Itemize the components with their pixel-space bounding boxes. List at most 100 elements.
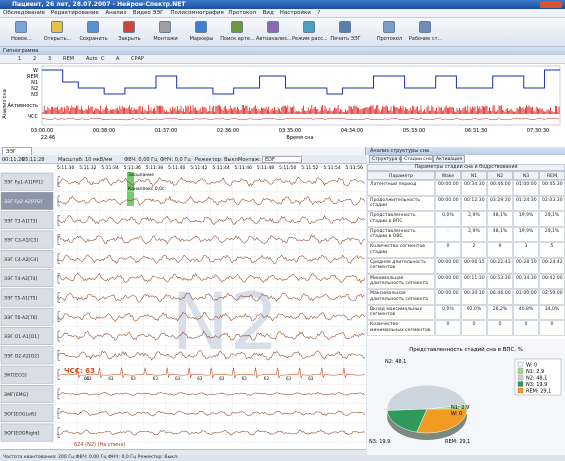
table-cell: 00:11:30 xyxy=(461,273,487,290)
table-cell: Представленность стадии в ОВС xyxy=(367,226,435,243)
table-cell: 2,9% xyxy=(461,211,487,227)
beat-label: 63 xyxy=(131,376,137,381)
tool-button[interactable]: 3 xyxy=(48,56,52,62)
menu-item[interactable]: Анализ xyxy=(105,10,127,16)
time-label: 5:11:48 xyxy=(257,165,274,171)
tab[interactable]: Стадии сна xyxy=(401,155,433,163)
pie-slice xyxy=(386,384,467,411)
channel-label-box xyxy=(0,211,54,230)
eeg-trace xyxy=(57,429,365,436)
tool-button[interactable]: 1 xyxy=(18,56,22,62)
beat-label: 63 xyxy=(175,376,181,381)
toolbar-button[interactable]: Поиск арте... xyxy=(220,19,255,45)
toolbar-field[interactable]: EDF xyxy=(262,156,302,163)
table-cell: 01:24:30 xyxy=(513,195,539,212)
time-label: 5:11:42 xyxy=(190,165,207,171)
legend-label: N3: 19,9 xyxy=(526,382,547,388)
tab[interactable]: Структура сна xyxy=(369,155,407,163)
table-cell: 00:12:30 xyxy=(461,195,487,212)
channel-label-box xyxy=(0,365,54,384)
time-label: 5:11:54 xyxy=(323,165,340,171)
toolbar-button[interactable]: Режим расс... xyxy=(292,19,327,45)
time-label: 5:11:52 xyxy=(301,165,318,171)
menu-item[interactable]: Редактирование xyxy=(50,10,99,16)
table-cell: 00:22:43 xyxy=(487,258,513,274)
toolbar-label: Маркеры xyxy=(189,36,214,42)
table-cell: 40,8% xyxy=(513,304,539,321)
menu-item[interactable]: Видео ЭЭГ xyxy=(132,10,164,16)
toolbar-icon xyxy=(339,21,351,33)
toolbar-icon xyxy=(383,21,395,33)
table-cell: 48,1% xyxy=(487,226,513,243)
toolbar-button[interactable]: Закрыть xyxy=(112,19,147,45)
channel-label-box xyxy=(0,269,54,288)
channel-label-box xyxy=(0,404,54,423)
toolbar-label: Печать ЭЭГ xyxy=(330,36,361,42)
time-label: 00:38:00 xyxy=(93,128,115,134)
legend-swatch xyxy=(517,374,524,381)
tool-button[interactable]: СРАР xyxy=(131,56,144,62)
table-cell: 00:45:30 xyxy=(539,180,565,196)
table-cell: 0,0% xyxy=(435,211,461,227)
epoch-label: 624 (N2) (На спине) xyxy=(74,442,126,448)
time-label: 5:11:56 xyxy=(346,165,363,171)
beat-label: 63 xyxy=(286,376,292,381)
slice-label: REM: 29,1 xyxy=(445,439,470,445)
menu-item[interactable]: Настройки xyxy=(279,10,311,16)
toolbar-label: Монтажи xyxy=(153,36,178,42)
panel-header: Гипнограмма xyxy=(0,47,565,55)
menu-item[interactable]: Полисомнография xyxy=(170,10,224,16)
tab[interactable]: ЭЭГ xyxy=(2,147,32,155)
tool-button[interactable]: 2 xyxy=(33,56,37,62)
menu-item[interactable]: Протокол xyxy=(228,10,257,16)
toolbar-button[interactable]: Монтажи xyxy=(148,19,183,45)
toolbar-button[interactable]: Печать ЭЭГ xyxy=(328,19,363,45)
toolbar-field: 00:11:26 xyxy=(2,157,25,163)
slice-label: W: 0 xyxy=(451,411,462,417)
hypnogram-line xyxy=(42,69,560,95)
time-label: 5:11:30 xyxy=(57,165,74,171)
table-cell: Латентный период xyxy=(367,180,435,196)
stage-label: N1 xyxy=(31,80,38,86)
toolbar-button[interactable]: Маркеры xyxy=(184,19,219,45)
toolbar-button[interactable]: Автоанализ... xyxy=(256,19,291,45)
title-bar: Пациент, 26 лет, 28.07.2007 - Нейрон-Спе… xyxy=(0,0,565,9)
table-cell: 48,1% xyxy=(487,211,513,227)
stage-label: N3 xyxy=(31,92,38,98)
scale-bracket xyxy=(57,253,60,265)
eeg-trace xyxy=(57,292,365,303)
side-label: Анализ сна xyxy=(2,89,8,119)
toolbar-field: Режектор: Выкл. xyxy=(195,157,240,163)
menu-item[interactable]: Обследование xyxy=(3,10,45,16)
axis-label: Время сна xyxy=(286,135,313,141)
toolbar-label: Рабочие ст... xyxy=(408,36,443,42)
stage-label: REM xyxy=(27,74,38,80)
toolbar-button[interactable]: Открыть... xyxy=(40,19,75,45)
toolbar-button[interactable]: Сохранить xyxy=(76,19,111,45)
menu-item[interactable]: ? xyxy=(317,10,321,16)
stage-label: W xyxy=(33,68,38,74)
table-cell: 0 xyxy=(435,242,461,258)
table-cell: 01:00:00 xyxy=(513,289,539,305)
toolbar-icon xyxy=(231,21,243,33)
toolbar-button[interactable]: Рабочие ст... xyxy=(408,19,443,45)
table-cell: 00:28:10 xyxy=(513,258,539,274)
eeg-trace xyxy=(57,234,365,246)
tool-button[interactable]: Auto xyxy=(86,56,98,62)
tab[interactable]: Активация xyxy=(433,155,465,163)
tool-button[interactable]: A xyxy=(116,56,120,62)
eeg-trace xyxy=(57,311,366,322)
table-cell: Средняя длительность сегментов xyxy=(367,258,435,274)
scale-bracket xyxy=(57,292,60,303)
beat-label: 63 xyxy=(153,376,159,381)
channel-label-box xyxy=(0,230,54,249)
tool-button[interactable]: REM xyxy=(63,56,74,62)
channel-label-box xyxy=(0,327,54,345)
table-cell: 00:24:42 xyxy=(539,258,565,274)
toolbar-button[interactable]: Протокол xyxy=(372,19,407,45)
legend-label: N1: 2,9 xyxy=(526,369,544,375)
slice-label: N2: 48,1 xyxy=(385,359,406,365)
tool-button[interactable]: C xyxy=(101,56,105,62)
toolbar-button[interactable]: Новое... xyxy=(4,19,39,45)
menu-item[interactable]: Вид xyxy=(262,10,274,16)
